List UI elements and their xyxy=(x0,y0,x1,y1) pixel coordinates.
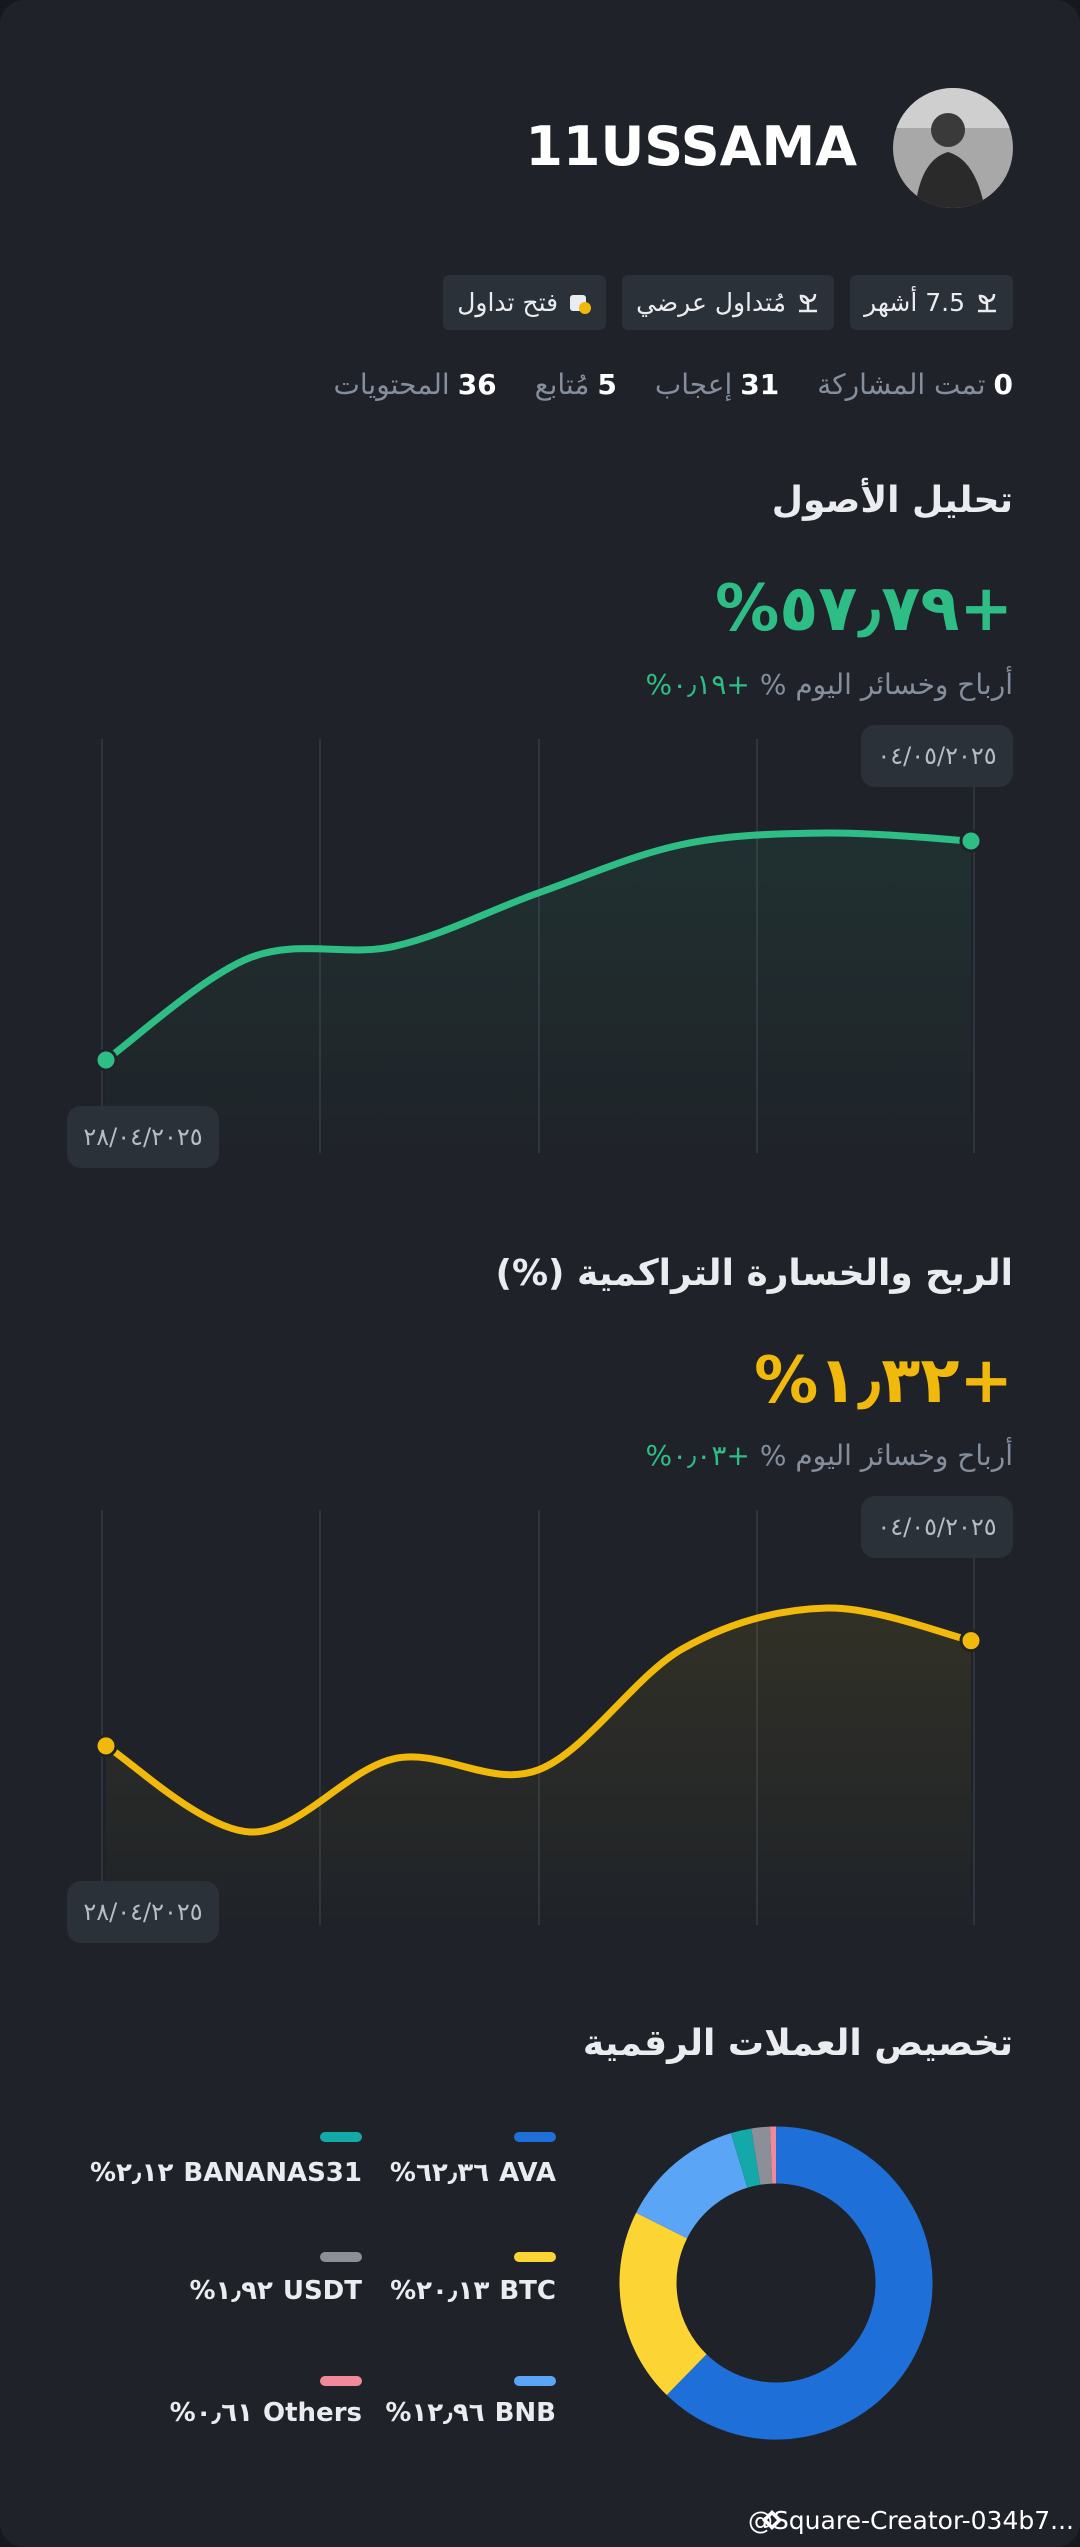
end-point xyxy=(959,1629,983,1653)
stat-value: 36 xyxy=(457,368,497,401)
stat: 0 تمت المشاركة xyxy=(817,368,1013,401)
tag-label: فتح تداول xyxy=(457,288,559,317)
end-point xyxy=(94,1734,118,1758)
end-point xyxy=(94,1048,118,1072)
daily-pnl: أرباح وخسائر اليوم % +٠٫٠٣% xyxy=(646,1442,1013,1470)
legend-item: USDT ١٫٩٢% xyxy=(189,2278,362,2304)
tag: 7.5 أشهر xyxy=(850,275,1013,330)
tag-label: مُتداول عرضي xyxy=(636,288,787,317)
daily-pnl-value: +٠٫٠٣% xyxy=(645,1439,750,1472)
date-tooltip: ٢٨/٠٤/٢٠٢٥ xyxy=(67,1106,219,1168)
legend-name: USDT xyxy=(282,2276,362,2306)
legend-item: AVA ٦٢٫٣٦% xyxy=(390,2160,556,2186)
line xyxy=(102,829,975,1064)
legend-swatch xyxy=(320,2252,362,2262)
legend-swatch xyxy=(320,2376,362,2386)
legend-name: BNB xyxy=(494,2398,556,2428)
section-title: الربح والخسارة التراكمية (%) xyxy=(495,1253,1013,1295)
end-point xyxy=(959,829,983,853)
legend-value: ٦٢٫٣٦% xyxy=(389,2158,490,2188)
stat-label: المحتويات xyxy=(333,368,450,401)
legend-name: AVA xyxy=(499,2158,556,2188)
watermark-logo xyxy=(762,2510,782,2530)
stat-label: تمت المشاركة xyxy=(817,368,986,401)
stat-value: 0 xyxy=(993,368,1013,401)
line-area xyxy=(106,832,971,1153)
date-label: ٢٨/٠٤/٢٠٢٥ xyxy=(83,1898,203,1926)
donut-segment xyxy=(619,2212,708,2396)
stat-label: مُتابع xyxy=(534,368,590,401)
legend-name: BANANAS31 xyxy=(183,2158,362,2188)
donut-segment xyxy=(751,2126,773,2185)
legend-swatch xyxy=(514,2132,556,2142)
stat-label: إعجاب xyxy=(654,368,733,401)
section-title: تحليل الأصول xyxy=(771,480,1013,522)
tag-icon xyxy=(978,293,996,312)
user-name: 11USSAMA xyxy=(525,115,857,179)
daily-pnl: أرباح وخسائر اليوم % +٠٫١٩% xyxy=(646,671,1013,699)
legend-item: BTC ٢٠٫١٣% xyxy=(390,2278,556,2304)
daily-pnl-label: أرباح وخسائر اليوم % xyxy=(759,1439,1013,1472)
watermark: @Square-Creator-034b7... xyxy=(747,2506,1074,2536)
headline-change: +٥٧٫٧٩% xyxy=(715,571,1013,646)
date-label: ٢٨/٠٤/٢٠٢٥ xyxy=(83,1123,203,1151)
date-tooltip: ٠٤/٠٥/٢٠٢٥ xyxy=(861,725,1013,787)
donut-segment xyxy=(636,2133,749,2240)
legend-value: ٠٫٦١% xyxy=(169,2398,254,2428)
avatar[interactable] xyxy=(893,88,1013,210)
legend-name: Others xyxy=(263,2398,362,2428)
tag-row: 7.5 أشهر مُتداول عرضي فتح تداول xyxy=(443,275,1013,330)
stat: 36 المحتويات xyxy=(334,368,497,401)
headline-change: +١٫٣٢% xyxy=(754,1343,1013,1418)
tag[interactable]: فتح تداول xyxy=(443,275,607,330)
legend-swatch xyxy=(514,2252,556,2262)
legend-value: ٢٠٫١٣% xyxy=(390,2276,490,2306)
tag: مُتداول عرضي xyxy=(622,275,835,330)
legend-item: BANANAS31 ٢٫١٢% xyxy=(90,2160,362,2186)
tag-icon xyxy=(799,293,818,312)
stat: 31 إعجاب xyxy=(655,368,779,401)
section-title: تخصيص العملات الرقمية xyxy=(582,2023,1013,2065)
legend-name: BTC xyxy=(499,2276,556,2306)
stat-value: 31 xyxy=(740,368,780,401)
stat: 5 مُتابع xyxy=(535,368,617,401)
stats-row: 0 تمت المشاركة 31 إعجاب 5 مُتابع 36 المحتويات xyxy=(334,368,1013,401)
tag-icon xyxy=(570,294,592,314)
legend-value: ١٫٩٢% xyxy=(189,2276,273,2306)
legend-value: ٢٫١٢% xyxy=(89,2158,174,2188)
legend-item: BNB ١٢٫٩٦% xyxy=(385,2400,556,2426)
tag-label: 7.5 أشهر xyxy=(864,288,965,317)
donut-segment xyxy=(666,2126,933,2440)
line-area xyxy=(106,1607,971,1925)
legend-swatch xyxy=(320,2132,362,2142)
daily-pnl-value: +٠٫١٩% xyxy=(645,668,750,701)
date-label: ٠٤/٠٥/٢٠٢٥ xyxy=(877,1513,997,1541)
donut-segment xyxy=(730,2128,761,2188)
stat-value: 5 xyxy=(597,368,617,401)
date-tooltip: ٠٤/٠٥/٢٠٢٥ xyxy=(861,1496,1013,1558)
legend-value: ١٢٫٩٦% xyxy=(385,2398,485,2428)
line xyxy=(102,1604,975,1836)
date-tooltip: ٢٨/٠٤/٢٠٢٥ xyxy=(67,1881,219,1943)
legend-swatch xyxy=(514,2376,556,2386)
daily-pnl-label: أرباح وخسائر اليوم % xyxy=(759,668,1013,701)
date-label: ٠٤/٠٥/٢٠٢٥ xyxy=(877,742,997,770)
legend-item: Others ٠٫٦١% xyxy=(170,2400,362,2426)
